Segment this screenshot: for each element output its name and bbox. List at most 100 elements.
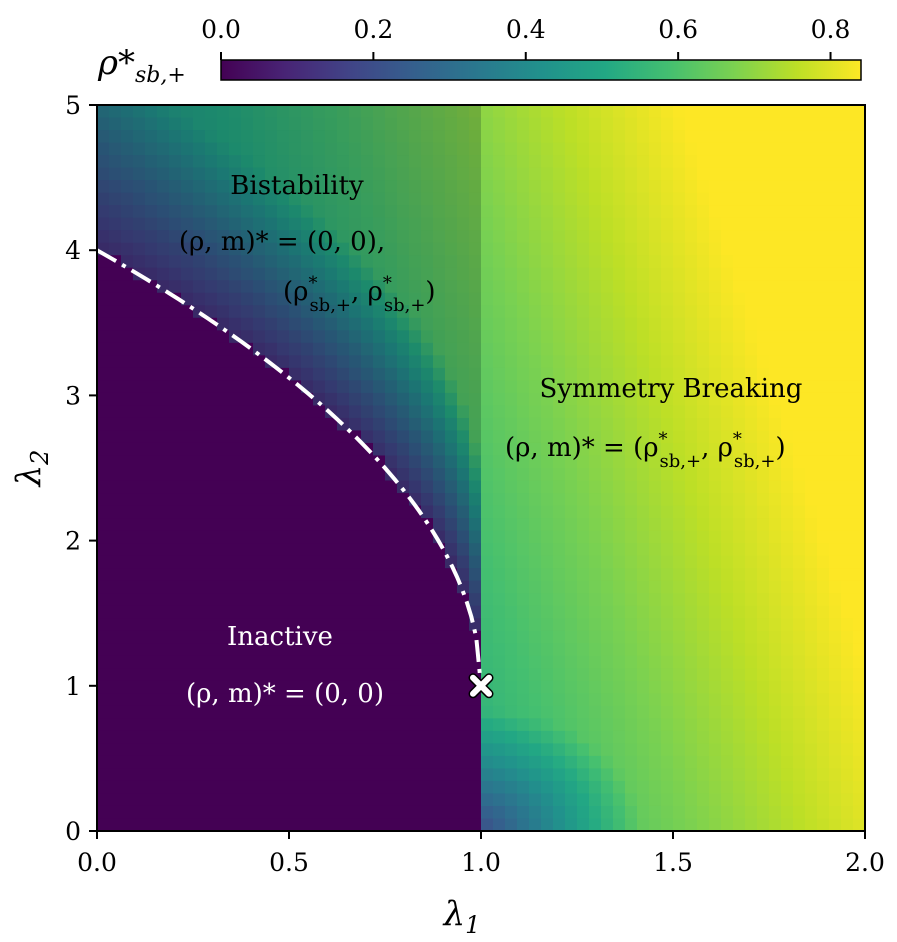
heatmap-cell xyxy=(829,167,842,181)
heatmap-cell xyxy=(265,505,278,519)
heatmap-cell xyxy=(565,618,578,632)
heatmap-cell xyxy=(589,618,602,632)
heatmap-cell xyxy=(565,167,578,181)
heatmap-cell xyxy=(457,680,470,694)
heatmap-cell xyxy=(469,217,482,231)
heatmap-cell xyxy=(697,192,710,206)
heatmap-cell xyxy=(481,755,494,770)
heatmap-cell xyxy=(661,780,674,795)
heatmap-cell xyxy=(649,555,662,569)
heatmap-cell xyxy=(661,392,674,407)
heatmap-cell xyxy=(241,618,254,632)
heatmap-cell xyxy=(685,205,698,219)
heatmap-cell xyxy=(277,442,290,457)
heatmap-cell xyxy=(325,217,338,231)
heatmap-cell xyxy=(337,543,350,557)
heatmap-cell xyxy=(409,255,422,269)
heatmap-cell xyxy=(157,255,170,269)
heatmap-cell xyxy=(517,493,530,507)
heatmap-cell xyxy=(769,593,782,607)
heatmap-cell xyxy=(121,455,134,469)
heatmap-cell xyxy=(205,342,218,356)
heatmap-cell xyxy=(505,267,518,281)
heatmap-cell xyxy=(553,543,566,557)
heatmap-cell xyxy=(337,605,350,619)
heatmap-cell xyxy=(469,130,482,144)
heatmap-cell xyxy=(349,618,362,632)
heatmap-cell xyxy=(313,105,326,119)
heatmap-cell xyxy=(445,693,458,707)
heatmap-cell xyxy=(613,205,626,219)
heatmap-cell xyxy=(349,242,362,256)
heatmap-cell xyxy=(697,743,710,757)
heatmap-cell xyxy=(781,417,794,432)
heatmap-cell xyxy=(553,768,566,782)
heatmap-cell xyxy=(109,142,122,156)
heatmap-cell xyxy=(301,793,314,807)
heatmap-cell xyxy=(853,267,865,281)
heatmap-cell xyxy=(205,267,218,281)
heatmap-cell xyxy=(361,680,374,694)
heatmap-cell xyxy=(157,605,170,619)
heatmap-cell xyxy=(421,705,434,719)
heatmap-cell xyxy=(769,117,782,131)
heatmap-cell xyxy=(313,618,326,632)
heatmap-cell xyxy=(721,380,734,394)
heatmap-cell xyxy=(313,643,326,657)
heatmap-cell xyxy=(817,818,830,831)
heatmap-cell xyxy=(157,455,170,469)
heatmap-cell xyxy=(613,730,626,744)
heatmap-cell xyxy=(841,380,854,394)
heatmap-cell xyxy=(709,518,722,532)
heatmap-cell xyxy=(757,793,770,807)
heatmap-cell xyxy=(829,643,842,657)
heatmap-cell xyxy=(337,317,350,331)
heatmap-cell xyxy=(817,317,830,331)
heatmap-cell xyxy=(745,793,758,807)
heatmap-cell xyxy=(133,230,146,244)
heatmap-cell xyxy=(781,680,794,694)
heatmap-cell xyxy=(505,505,518,519)
heatmap-cell xyxy=(181,342,194,356)
heatmap-cell xyxy=(217,405,230,419)
heatmap-cell xyxy=(229,180,242,194)
heatmap-cell xyxy=(601,693,614,707)
heatmap-cell xyxy=(505,493,518,507)
heatmap-cell xyxy=(829,142,842,156)
heatmap-cell xyxy=(325,155,338,169)
heatmap-cell xyxy=(769,342,782,356)
heatmap-cell xyxy=(469,530,482,544)
heatmap-cell xyxy=(397,693,410,707)
heatmap-cell xyxy=(217,380,230,394)
heatmap-cell xyxy=(181,317,194,331)
heatmap-cell xyxy=(397,405,410,419)
heatmap-cell xyxy=(169,743,182,757)
heatmap-cell xyxy=(361,780,374,795)
heatmap-cell xyxy=(385,693,398,707)
heatmap-cell xyxy=(433,317,446,331)
heatmap-cell xyxy=(301,605,314,619)
heatmap-cell xyxy=(229,417,242,432)
heatmap-cell xyxy=(817,280,830,294)
heatmap-cell xyxy=(733,793,746,807)
heatmap-cell xyxy=(337,442,350,457)
heatmap-cell xyxy=(229,630,242,644)
heatmap-cell xyxy=(337,130,350,144)
heatmap-cell xyxy=(649,705,662,719)
heatmap-cell xyxy=(397,455,410,469)
heatmap-cell xyxy=(361,142,374,156)
heatmap-cell xyxy=(181,630,194,644)
heatmap-cell xyxy=(733,380,746,394)
heatmap-cell xyxy=(133,755,146,770)
heatmap-cell xyxy=(337,755,350,770)
heatmap-cell xyxy=(349,167,362,181)
heatmap-cell xyxy=(673,693,686,707)
heatmap-cell xyxy=(193,330,206,344)
sb-eq-sup-1: * xyxy=(659,429,668,450)
heatmap-cell xyxy=(829,630,842,644)
heatmap-cell xyxy=(373,430,386,444)
heatmap-cell xyxy=(469,167,482,181)
sb-eq-sub-1: sb,+ xyxy=(660,451,702,472)
heatmap-cell xyxy=(505,793,518,807)
heatmap-cell xyxy=(457,818,470,831)
